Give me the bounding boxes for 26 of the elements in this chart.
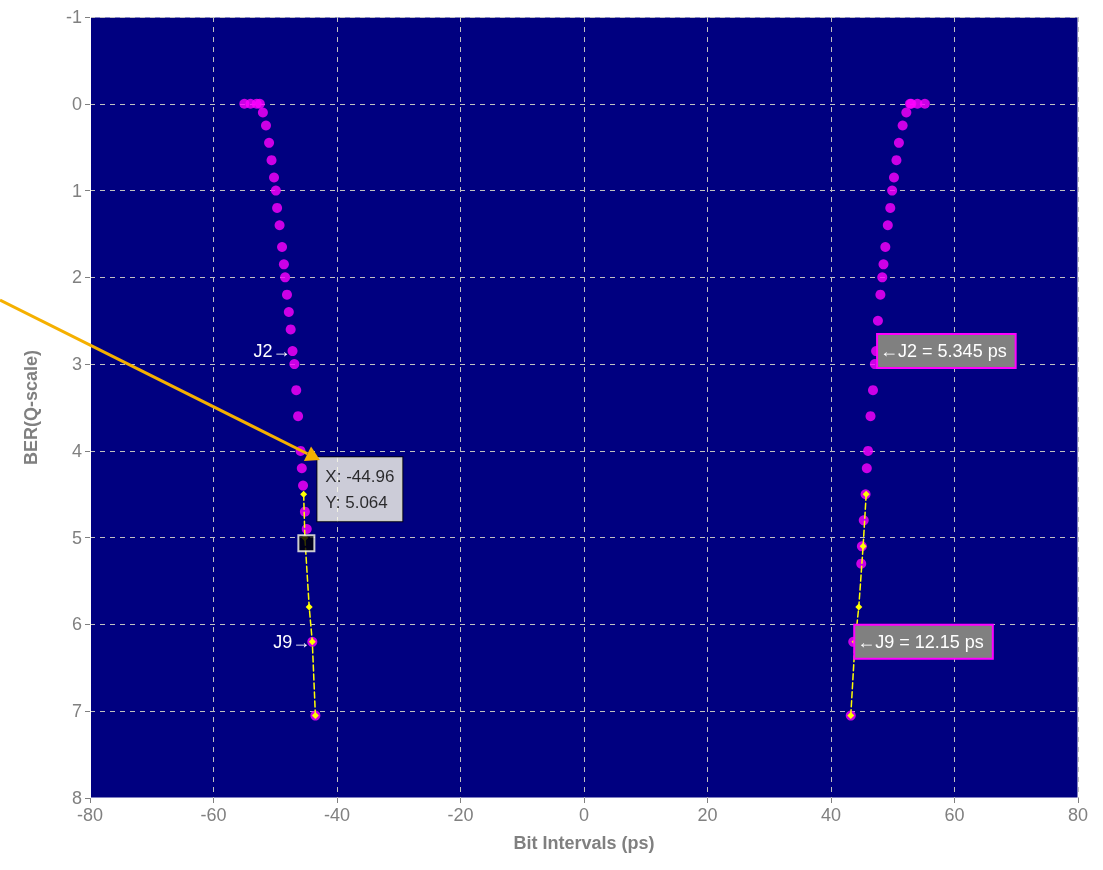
y-tick-label: 8 xyxy=(71,788,82,808)
annotation: J2→ xyxy=(253,341,291,362)
x-tick-label: 60 xyxy=(944,805,965,825)
y-tick-label: 6 xyxy=(71,614,82,635)
x-tick-label: 40 xyxy=(820,805,842,825)
y-tick-label: 5 xyxy=(71,527,82,548)
x-tick-label: -40 xyxy=(323,805,351,825)
x-tick-label: 80 xyxy=(1067,805,1089,825)
x-tick-label: 0 xyxy=(578,805,590,825)
annotation: J9→ xyxy=(273,631,311,652)
y-tick-label: 4 xyxy=(71,440,82,461)
annotation: ←J9 = 12.15 ps xyxy=(857,631,984,652)
annotation: ←J2 = 5.345 ps xyxy=(880,341,1007,362)
x-axis-title: Bit Intervals (ps) xyxy=(513,833,655,853)
y-tick-label: 3 xyxy=(71,354,82,375)
x-tick-label: -20 xyxy=(447,805,474,825)
y-tick-label: 2 xyxy=(71,267,82,288)
x-tick-label: -80 xyxy=(76,805,104,825)
y-axis-title: BER(Q-scale) xyxy=(21,349,41,466)
data-label: X: -44.96 Y: 5.064 xyxy=(325,466,395,512)
x-tick-label: 20 xyxy=(697,805,718,825)
x-tick-label: -60 xyxy=(200,805,227,825)
y-tick-label: 0 xyxy=(71,93,82,114)
y-tick-label: 7 xyxy=(71,701,82,722)
y-tick-label: 1 xyxy=(71,180,82,201)
y-tick-label: -1 xyxy=(65,7,82,27)
